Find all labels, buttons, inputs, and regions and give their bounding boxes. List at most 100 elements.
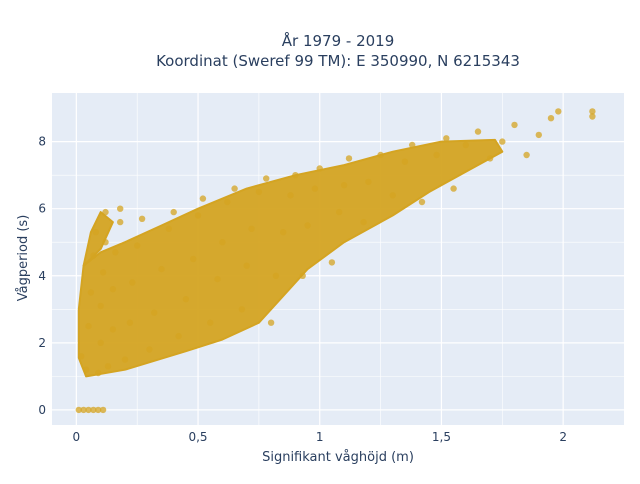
scatter-point [299,272,306,279]
scatter-point [117,205,124,212]
scatter-point [117,218,124,226]
scatter-point [511,121,518,129]
scatter-point [238,306,246,313]
scatter-point [165,225,172,232]
scatter-point [304,222,311,229]
scatter-point [95,406,102,414]
scatter-point [340,182,348,189]
scatter-point [207,319,214,326]
scatter-point [267,319,275,326]
scatter-point [589,113,596,120]
y-tick-label: 0 [38,403,46,417]
scatter-point [316,165,323,172]
scatter-point [248,225,255,232]
x-tick-label: 0 [73,430,81,444]
scatter-point [360,218,367,226]
scatter-point [109,286,117,293]
scatter-point [104,363,112,370]
scatter-point [112,249,119,256]
scatter-point [99,406,107,414]
scatter-point [535,131,542,139]
scatter-point [97,339,104,346]
scatter-point [214,275,221,283]
y-tick-label: 6 [38,202,46,216]
scatter-point [109,326,117,333]
scatter-point [486,155,494,162]
scatter-point [499,138,506,145]
scatter-point [263,175,270,182]
scatter-point [102,208,109,216]
scatter-point [377,151,384,159]
scatter-point [78,353,85,360]
scatter-point [85,322,92,330]
scatter-points [75,108,596,414]
y-tick-label: 4 [38,269,46,283]
scatter-point [80,406,87,414]
scatter-point [99,269,107,276]
tick-labels: 0 0,5 1 1,5 2 0 2 4 6 8 [38,135,567,444]
scatter-point [272,272,280,279]
scatter-point [129,279,136,286]
scatter-point [231,185,238,192]
scatter-point [409,141,416,149]
scatter-point [418,198,426,206]
scatter-point [450,185,457,192]
chart-title-line2: Koordinat (Sweref 99 TM): E 350990, N 62… [156,52,520,70]
scatter-point [146,346,153,353]
scatter-point [365,178,372,186]
scatter-point [138,215,146,222]
scatter-point [292,172,299,179]
scatter-point [255,188,263,196]
y-axis-label: Vågperiod (s) [16,215,31,302]
scatter-point [87,289,95,296]
scatter-point [90,252,97,259]
scatter-point [474,128,482,135]
scatter-point [336,208,343,216]
scatter-point [224,198,231,206]
scatter-point [190,255,197,263]
x-axis-label: Signifikant våghöjd (m) [262,450,414,465]
x-tick-label: 2 [559,430,567,444]
scatter-point [102,239,109,246]
y-tick-label: 8 [38,135,46,149]
scatter-point [555,108,562,115]
scatter-dense-cluster [82,211,114,267]
scatter-point [85,406,92,414]
scatter-point [462,141,469,149]
scatter-point [328,259,336,266]
scatter-point [151,309,158,316]
scatter-point [175,332,182,340]
scatter-point [97,302,104,310]
scatter-point [243,262,250,269]
scatter-point [90,406,97,414]
scatter-point [589,108,596,115]
scatter-point [547,115,555,122]
scatter-point [158,265,165,273]
scatter-point [75,406,83,414]
scatter-point [95,369,102,377]
scatter-dense-cluster [77,138,504,378]
scatter-point [182,296,190,303]
scatter-point [170,208,177,216]
scatter-point [523,151,530,159]
scatter-point [199,195,207,202]
scatter-point [126,319,134,326]
scatter-point [121,356,129,363]
scatter-point [401,158,409,165]
scatter-point [311,185,319,192]
scatter-point [134,242,141,249]
x-tick-label: 1,5 [432,430,451,444]
dense-scatter-clusters [77,138,504,378]
scatter-point [345,155,353,162]
chart-title-line1: År 1979 - 2019 [282,31,395,50]
scatter-point [287,192,294,199]
scatter-point [389,192,396,199]
x-tick-label: 0,5 [188,430,207,444]
scatter-point [92,229,100,236]
y-tick-label: 2 [38,336,46,350]
scatter-point [280,229,287,236]
scatter-point [219,239,226,246]
scatter-point [433,151,440,159]
